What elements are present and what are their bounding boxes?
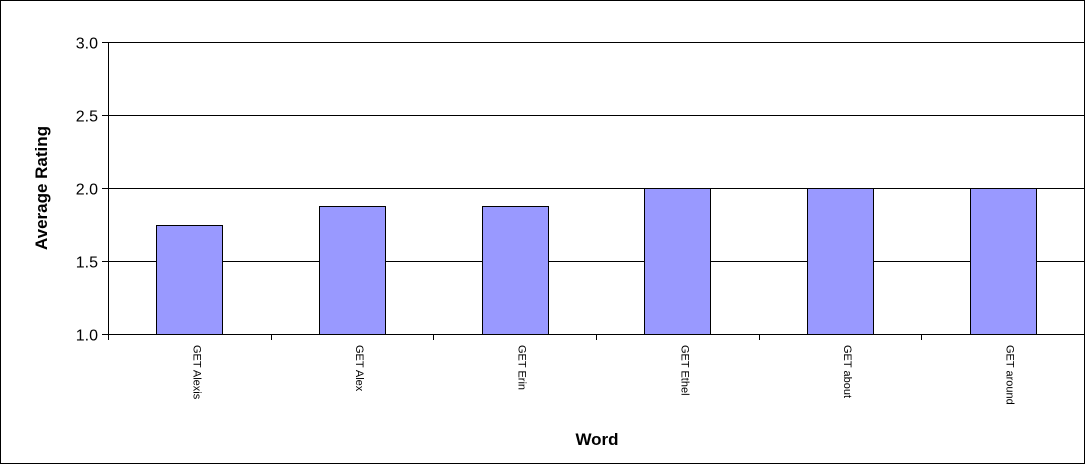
x-tick-label: GET Ethel <box>678 345 690 396</box>
x-tick-labels: GET Alexis GET Alex GET Erin GET Ethel GET a… <box>190 345 1015 405</box>
axes <box>102 42 1085 340</box>
x-tick-label: GET about <box>841 345 853 398</box>
y-axis-title: Average Rating <box>32 126 51 250</box>
x-tick-label: GET Erin <box>516 345 528 390</box>
y-tick-label: 1.0 <box>76 328 98 345</box>
y-tick-label: 2.0 <box>76 182 98 199</box>
x-axis-title: Word <box>575 430 618 449</box>
y-tick-labels: 1.0 1.5 2.0 2.5 3.0 <box>76 36 98 345</box>
gridlines <box>108 42 1084 262</box>
bars <box>156 188 1037 335</box>
bar <box>156 225 223 335</box>
y-tick-label: 3.0 <box>76 36 98 53</box>
x-tick-label: GET Alex <box>353 345 365 392</box>
y-tick-label: 2.5 <box>76 109 98 126</box>
bar <box>970 188 1037 335</box>
bar <box>644 188 711 335</box>
bar <box>319 206 386 335</box>
x-tick-label: GET Alexis <box>190 345 202 400</box>
x-tick-label: GET around <box>1004 345 1016 405</box>
y-tick-label: 1.5 <box>76 255 98 272</box>
bar <box>482 206 549 335</box>
bar <box>807 188 874 335</box>
